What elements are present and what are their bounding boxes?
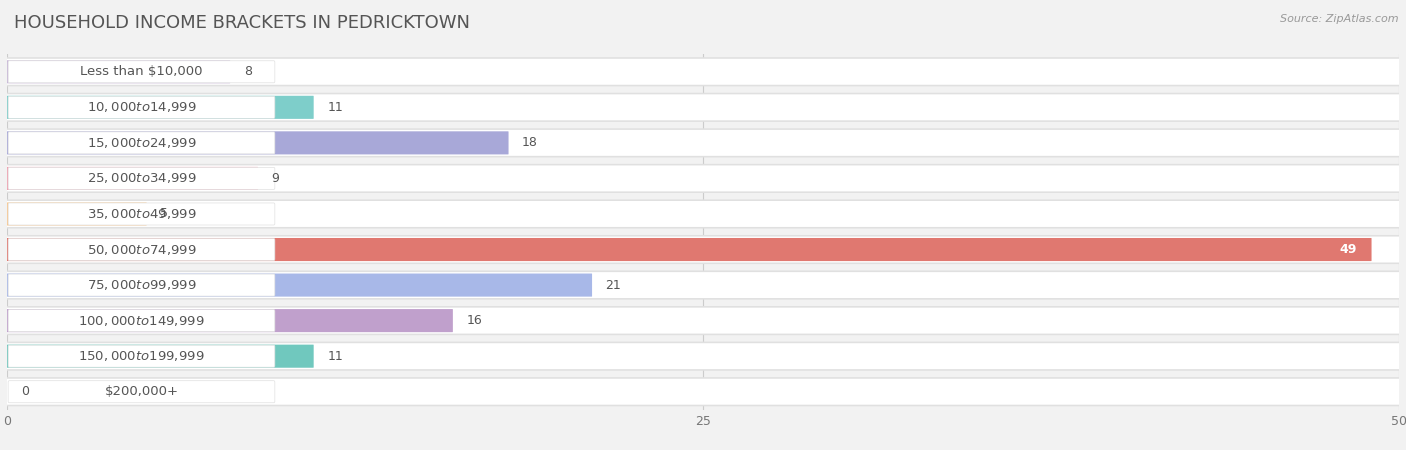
FancyBboxPatch shape	[7, 238, 1371, 261]
FancyBboxPatch shape	[8, 167, 274, 189]
FancyBboxPatch shape	[8, 238, 274, 261]
FancyBboxPatch shape	[6, 306, 1400, 335]
FancyBboxPatch shape	[8, 96, 274, 118]
Text: Source: ZipAtlas.com: Source: ZipAtlas.com	[1281, 14, 1399, 23]
Text: $10,000 to $14,999: $10,000 to $14,999	[87, 100, 197, 114]
Text: Less than $10,000: Less than $10,000	[80, 65, 202, 78]
FancyBboxPatch shape	[7, 201, 1399, 227]
FancyBboxPatch shape	[7, 309, 453, 332]
Text: 0: 0	[21, 385, 30, 398]
FancyBboxPatch shape	[6, 199, 1400, 229]
FancyBboxPatch shape	[7, 167, 257, 190]
FancyBboxPatch shape	[7, 274, 592, 297]
FancyBboxPatch shape	[7, 343, 1399, 369]
FancyBboxPatch shape	[7, 202, 146, 225]
FancyBboxPatch shape	[8, 132, 274, 154]
Text: HOUSEHOLD INCOME BRACKETS IN PEDRICKTOWN: HOUSEHOLD INCOME BRACKETS IN PEDRICKTOWN	[14, 14, 470, 32]
Text: 5: 5	[160, 207, 169, 220]
Text: 49: 49	[1340, 243, 1357, 256]
FancyBboxPatch shape	[6, 235, 1400, 264]
Text: $50,000 to $74,999: $50,000 to $74,999	[87, 243, 197, 256]
Text: $75,000 to $99,999: $75,000 to $99,999	[87, 278, 197, 292]
FancyBboxPatch shape	[7, 96, 314, 119]
FancyBboxPatch shape	[7, 308, 1399, 333]
Text: 9: 9	[271, 172, 280, 185]
Text: 16: 16	[467, 314, 482, 327]
FancyBboxPatch shape	[6, 342, 1400, 371]
Text: $150,000 to $199,999: $150,000 to $199,999	[79, 349, 205, 363]
FancyBboxPatch shape	[7, 94, 1399, 120]
FancyBboxPatch shape	[6, 164, 1400, 193]
FancyBboxPatch shape	[7, 345, 314, 368]
Text: 8: 8	[243, 65, 252, 78]
FancyBboxPatch shape	[7, 60, 231, 83]
Text: $200,000+: $200,000+	[104, 385, 179, 398]
Text: $25,000 to $34,999: $25,000 to $34,999	[87, 171, 197, 185]
Text: 21: 21	[606, 279, 621, 292]
FancyBboxPatch shape	[8, 203, 274, 225]
FancyBboxPatch shape	[7, 379, 1399, 405]
Text: 11: 11	[328, 350, 343, 363]
FancyBboxPatch shape	[7, 131, 509, 154]
FancyBboxPatch shape	[8, 274, 274, 296]
FancyBboxPatch shape	[6, 93, 1400, 122]
FancyBboxPatch shape	[6, 128, 1400, 158]
Text: $100,000 to $149,999: $100,000 to $149,999	[79, 314, 205, 328]
FancyBboxPatch shape	[7, 166, 1399, 191]
FancyBboxPatch shape	[7, 59, 1399, 85]
FancyBboxPatch shape	[7, 130, 1399, 156]
Text: $35,000 to $49,999: $35,000 to $49,999	[87, 207, 197, 221]
FancyBboxPatch shape	[7, 272, 1399, 298]
FancyBboxPatch shape	[8, 61, 274, 83]
Text: $15,000 to $24,999: $15,000 to $24,999	[87, 136, 197, 150]
FancyBboxPatch shape	[6, 57, 1400, 86]
FancyBboxPatch shape	[6, 270, 1400, 300]
Text: 11: 11	[328, 101, 343, 114]
FancyBboxPatch shape	[8, 381, 274, 403]
FancyBboxPatch shape	[8, 310, 274, 332]
FancyBboxPatch shape	[8, 345, 274, 367]
Text: 18: 18	[522, 136, 538, 149]
FancyBboxPatch shape	[6, 377, 1400, 406]
FancyBboxPatch shape	[7, 237, 1399, 262]
